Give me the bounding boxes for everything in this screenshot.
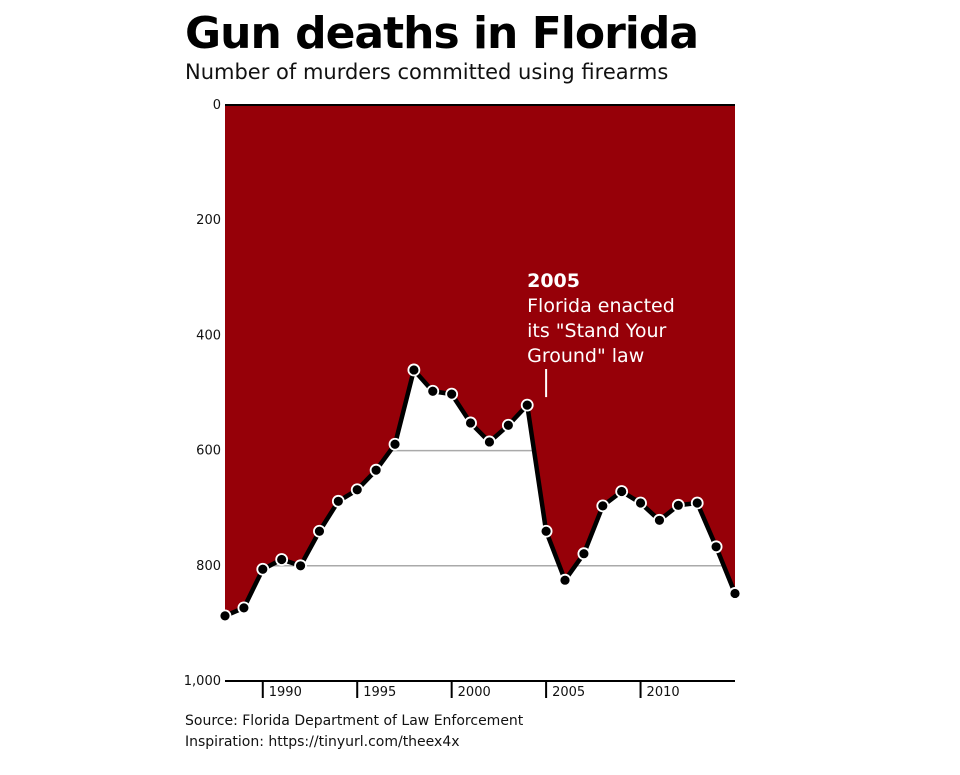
data-point — [671, 498, 685, 512]
x-tick-label: 2010 — [647, 685, 680, 700]
data-point — [256, 562, 270, 576]
x-tick-label: 2005 — [552, 685, 585, 700]
x-tick-label: 1995 — [363, 685, 396, 700]
data-point — [615, 485, 629, 498]
data-point — [709, 540, 723, 554]
series-line — [224, 367, 738, 618]
data-point — [294, 559, 307, 573]
data-point — [407, 363, 421, 377]
data-point — [369, 463, 383, 477]
data-point — [218, 609, 232, 623]
y-tick-label: 200 — [196, 213, 221, 228]
data-point — [464, 416, 477, 430]
annotation-text-line: its "Stand Your — [527, 320, 666, 342]
data-point — [558, 573, 572, 587]
data-point — [539, 524, 553, 538]
data-point — [313, 524, 326, 538]
data-point — [596, 499, 610, 513]
data-point — [483, 435, 496, 449]
annotation-text-line: Florida enacted — [527, 295, 675, 317]
data-point — [634, 496, 647, 510]
data-point — [237, 601, 251, 615]
chart-title: Gun deaths in Florida — [185, 8, 699, 59]
data-point — [520, 398, 534, 412]
y-tick-label: 0 — [213, 98, 221, 113]
data-point — [445, 387, 459, 401]
data-point — [426, 384, 440, 398]
data-point — [577, 547, 591, 561]
annotation-text-line: Ground" law — [527, 345, 644, 367]
data-point — [275, 553, 289, 566]
x-tick-label: 1990 — [269, 685, 302, 700]
data-point — [653, 513, 666, 527]
x-tick-label: 2000 — [458, 685, 491, 700]
source-text: Source: Florida Department of Law Enforc… — [185, 713, 524, 729]
chart-subtitle: Number of murders committed using firear… — [185, 60, 669, 84]
data-point — [501, 418, 515, 432]
data-point — [350, 483, 364, 497]
data-point — [690, 496, 704, 510]
annotation-year: 2005 — [527, 270, 580, 292]
area-fill-overlay — [225, 105, 735, 616]
y-tick-label: 800 — [196, 559, 221, 574]
data-point — [388, 437, 402, 451]
y-tick-label: 1,000 — [184, 674, 221, 689]
data-point — [728, 587, 742, 600]
data-point — [331, 494, 345, 508]
y-tick-label: 400 — [196, 328, 221, 343]
source-block: Source: Florida Department of Law Enforc… — [185, 711, 523, 753]
inspiration-text: Inspiration: https://tinyurl.com/theex4x — [185, 734, 460, 750]
y-tick-label: 600 — [196, 444, 221, 459]
